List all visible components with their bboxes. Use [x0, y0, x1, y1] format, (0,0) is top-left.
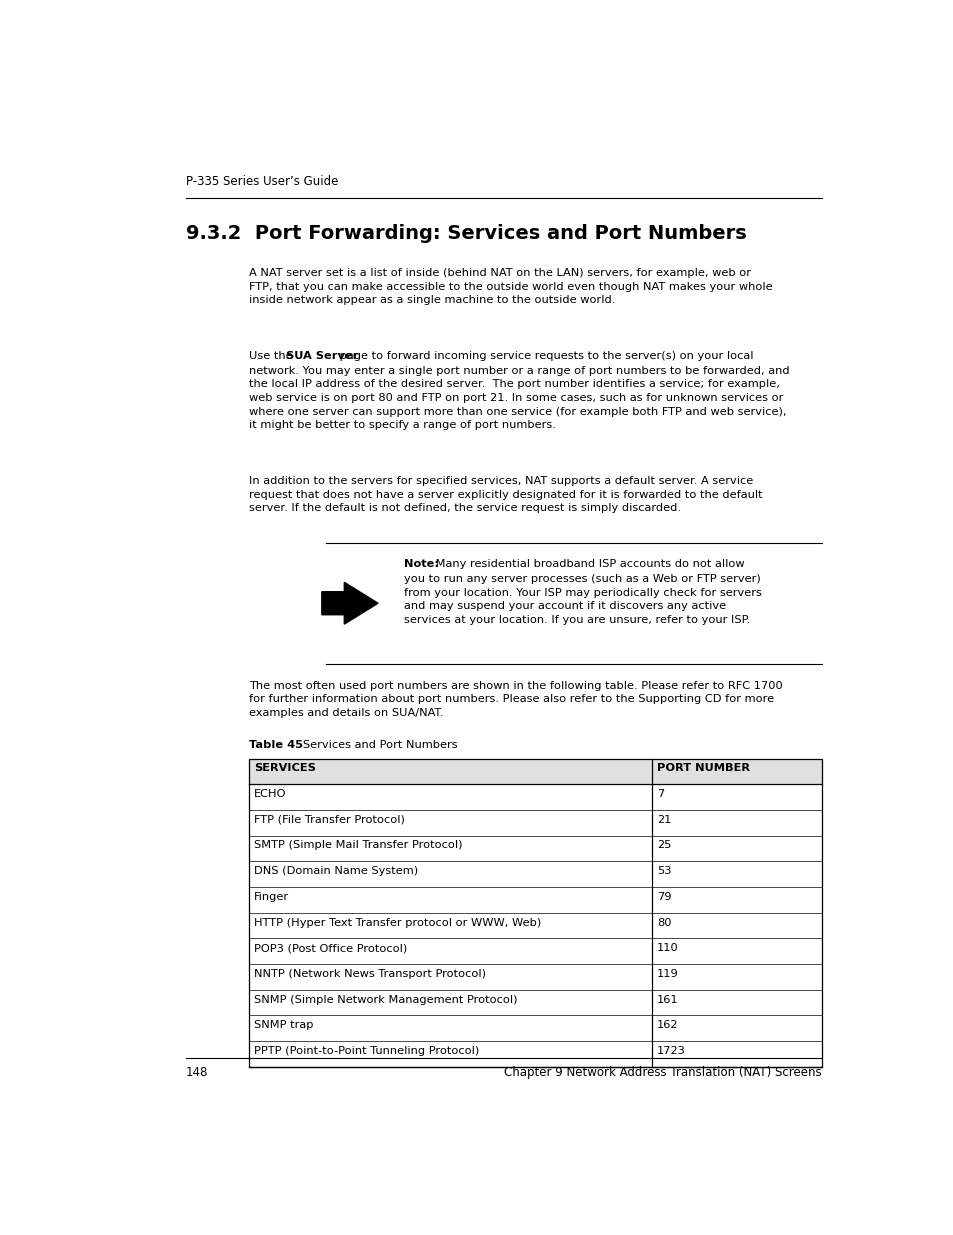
Text: DNS (Domain Name System): DNS (Domain Name System) — [253, 866, 417, 876]
Text: 148: 148 — [186, 1066, 208, 1079]
Text: SUA Server: SUA Server — [285, 351, 357, 361]
Text: Many residential broadband ISP accounts do not allow: Many residential broadband ISP accounts … — [432, 559, 744, 569]
Text: P-335 Series User’s Guide: P-335 Series User’s Guide — [186, 175, 337, 188]
Text: 21: 21 — [656, 815, 670, 825]
Text: SMTP (Simple Mail Transfer Protocol): SMTP (Simple Mail Transfer Protocol) — [253, 841, 462, 851]
Text: PPTP (Point-to-Point Tunneling Protocol): PPTP (Point-to-Point Tunneling Protocol) — [253, 1046, 478, 1056]
Text: Services and Port Numbers: Services and Port Numbers — [292, 740, 456, 750]
Text: Use the: Use the — [249, 351, 295, 361]
Text: 9.3.2  Port Forwarding: Services and Port Numbers: 9.3.2 Port Forwarding: Services and Port… — [186, 225, 746, 243]
Text: page to forward incoming service requests to the server(s) on your local: page to forward incoming service request… — [335, 351, 753, 361]
Text: Table 45: Table 45 — [249, 740, 302, 750]
Text: 110: 110 — [656, 944, 678, 953]
Text: Chapter 9 Network Address Translation (NAT) Screens: Chapter 9 Network Address Translation (N… — [503, 1066, 821, 1079]
Text: POP3 (Post Office Protocol): POP3 (Post Office Protocol) — [253, 944, 407, 953]
Text: NNTP (Network News Transport Protocol): NNTP (Network News Transport Protocol) — [253, 969, 485, 979]
Text: 80: 80 — [656, 918, 671, 927]
Bar — [249, 758, 821, 1067]
Text: 119: 119 — [656, 969, 678, 979]
Text: In addition to the servers for specified services, NAT supports a default server: In addition to the servers for specified… — [249, 477, 761, 514]
Text: 53: 53 — [656, 866, 671, 876]
Text: PORT NUMBER: PORT NUMBER — [656, 763, 749, 773]
Text: SNMP (Simple Network Management Protocol): SNMP (Simple Network Management Protocol… — [253, 994, 517, 1004]
Text: 162: 162 — [656, 1020, 678, 1030]
Bar — [249, 758, 821, 784]
Text: 161: 161 — [656, 994, 678, 1004]
Text: ECHO: ECHO — [253, 789, 286, 799]
Polygon shape — [321, 583, 377, 624]
Text: Note:: Note: — [403, 559, 438, 569]
Text: you to run any server processes (such as a Web or FTP server)
from your location: you to run any server processes (such as… — [403, 574, 761, 625]
Text: 25: 25 — [656, 841, 670, 851]
Text: The most often used port numbers are shown in the following table. Please refer : The most often used port numbers are sho… — [249, 680, 781, 718]
Text: HTTP (Hyper Text Transfer protocol or WWW, Web): HTTP (Hyper Text Transfer protocol or WW… — [253, 918, 540, 927]
Text: SNMP trap: SNMP trap — [253, 1020, 313, 1030]
Text: network. You may enter a single port number or a range of port numbers to be for: network. You may enter a single port num… — [249, 366, 788, 430]
Text: Finger: Finger — [253, 892, 289, 902]
Text: 79: 79 — [656, 892, 671, 902]
Text: 7: 7 — [656, 789, 663, 799]
Text: FTP (File Transfer Protocol): FTP (File Transfer Protocol) — [253, 815, 404, 825]
Text: A NAT server set is a list of inside (behind NAT on the LAN) servers, for exampl: A NAT server set is a list of inside (be… — [249, 268, 771, 305]
Text: SERVICES: SERVICES — [253, 763, 315, 773]
Text: 1723: 1723 — [656, 1046, 685, 1056]
